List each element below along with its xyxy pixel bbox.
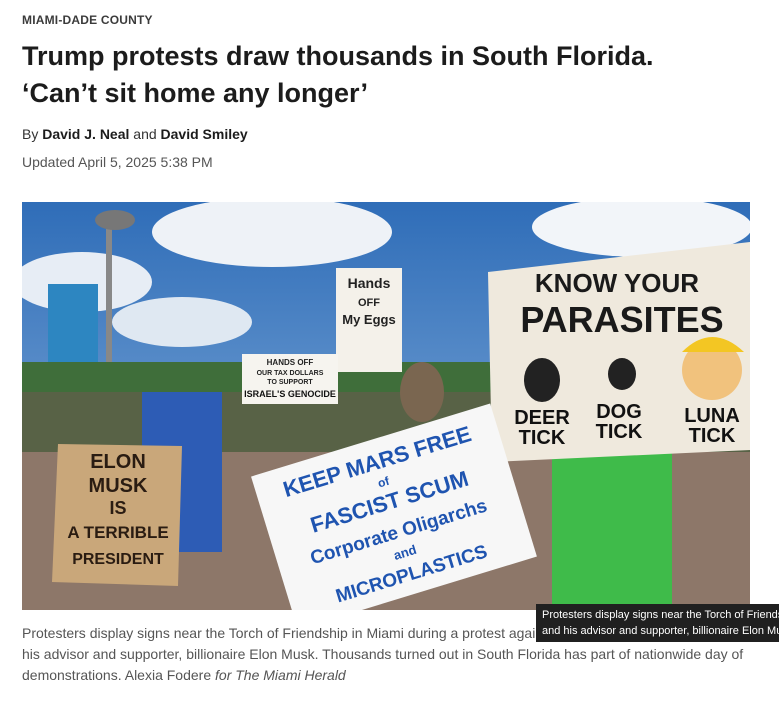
sign-text: OUR TAX DOLLARS [257, 370, 324, 377]
sign-text: TICK [689, 425, 736, 447]
headline: Trump protests draw thousands in South F… [22, 38, 654, 112]
sign: KNOW YOUR PARASITES DEER TICK DOG TICK L… [488, 242, 750, 462]
photo[interactable]: KNOW YOUR PARASITES DEER TICK DOG TICK L… [22, 202, 750, 610]
caption-credit-org: for The Miami Herald [215, 667, 346, 683]
sign: KEEP MARS FREE of FASCIST SCUM Corporate… [251, 403, 537, 610]
sign-text: of [376, 473, 392, 490]
headline-line: Trump protests draw thousands in South F… [22, 41, 654, 71]
sign-text: DOG [596, 401, 642, 423]
sign-text: TICK [596, 421, 643, 443]
sign-text: LUNA [684, 405, 740, 427]
byline: By David J. Neal and David Smiley [22, 126, 248, 142]
sign-text: IS [109, 498, 126, 518]
tooltip-text: Protesters display signs near the Torch … [542, 609, 779, 642]
headline-line: ‘Can’t sit home any longer’ [22, 78, 369, 108]
sign-text: PRESIDENT [72, 551, 164, 568]
sign-text: A TERRIBLE [67, 523, 168, 542]
sign-text: and [392, 542, 419, 563]
byline-joiner: and [133, 126, 157, 142]
sign: HANDS OFF OUR TAX DOLLARS TO SUPPORT ISR… [242, 354, 338, 404]
sign-text: ISRAEL'S GENOCIDE [244, 389, 336, 399]
sign: ELON MUSK IS A TERRIBLE PRESIDENT [52, 444, 182, 586]
sign-text: PARASITES [520, 299, 723, 340]
sign-text: TO SUPPORT [267, 379, 313, 386]
sign: Hands OFF My Eggs [336, 268, 402, 372]
sign-text: OFF [358, 297, 380, 309]
sign-text: DEER [514, 407, 570, 429]
photo-image: KNOW YOUR PARASITES DEER TICK DOG TICK L… [22, 202, 750, 610]
tooltip: Protesters display signs near the Torch … [536, 604, 779, 642]
sign-text: TICK [519, 427, 566, 449]
updated-date: Updated April 5, 2025 5:38 PM [22, 154, 213, 170]
sign-text: HANDS OFF [267, 358, 314, 367]
author-link[interactable]: David Smiley [160, 126, 248, 142]
sign-text: MUSK [89, 475, 148, 497]
sign-text: ELON [90, 451, 146, 473]
caption-credit: Alexia Fodere [124, 667, 212, 683]
sign-text: My Eggs [342, 312, 395, 327]
sign-text: KNOW YOUR [535, 268, 699, 298]
sign-text: Hands [348, 275, 391, 291]
byline-prefix: By [22, 126, 39, 142]
section-label[interactable]: MIAMI-DADE COUNTY [22, 13, 153, 27]
author-link[interactable]: David J. Neal [42, 126, 130, 142]
